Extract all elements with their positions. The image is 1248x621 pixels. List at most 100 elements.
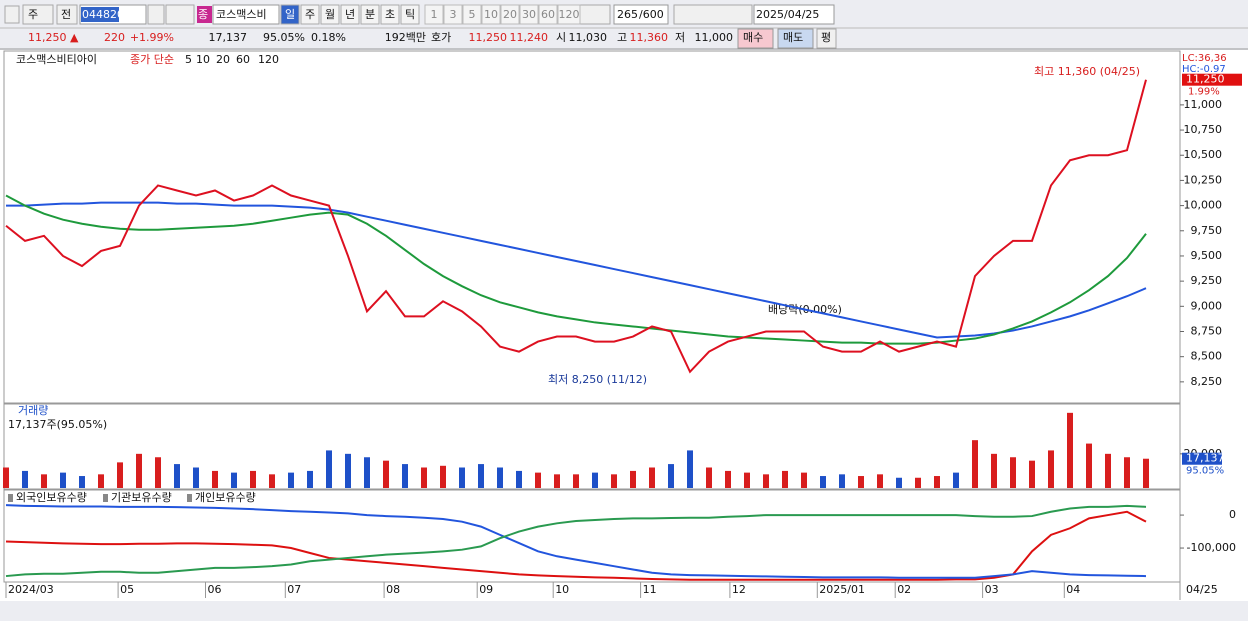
last-date: 04/25 xyxy=(1186,583,1218,596)
minute-button[interactable] xyxy=(424,4,444,25)
volume-bar xyxy=(706,467,712,488)
unit-label: 분 xyxy=(365,8,375,21)
volume-bar xyxy=(801,472,807,488)
volume-title: 거래량 xyxy=(18,404,48,417)
series-line xyxy=(6,201,1147,339)
name-icon: 종 xyxy=(198,8,208,21)
series-line xyxy=(5,504,1147,579)
volume-bar xyxy=(858,476,864,488)
unit-button[interactable] xyxy=(340,4,360,25)
scrollbar[interactable] xyxy=(0,601,1248,621)
avg: 평 xyxy=(821,31,831,44)
minute-button[interactable] xyxy=(443,4,463,25)
volume-bar xyxy=(98,474,104,488)
volume-bar xyxy=(915,477,921,488)
y-tick-label: 11,000 xyxy=(1184,98,1223,111)
unit-button[interactable] xyxy=(320,4,340,25)
ask: 11,250 xyxy=(469,31,508,44)
prev-button[interactable] xyxy=(56,4,78,25)
volume-bar xyxy=(687,450,693,488)
x-tick-label: 2024/03 xyxy=(8,583,54,596)
tool-buttons[interactable] xyxy=(673,4,753,25)
unit-label: 틱 xyxy=(405,8,415,21)
minute-label: 20 xyxy=(503,8,517,21)
volume-bar xyxy=(953,472,959,488)
sell-button[interactable] xyxy=(777,28,814,49)
unit-button[interactable] xyxy=(300,4,320,25)
sound-button[interactable] xyxy=(165,4,195,25)
menu-button[interactable] xyxy=(4,5,20,24)
legend-entry: 120 xyxy=(258,53,279,66)
volume-bar xyxy=(79,476,85,488)
volume-bar xyxy=(1105,453,1111,488)
volume-bar xyxy=(592,472,598,488)
open: 11,030 xyxy=(569,31,608,44)
volume-bar xyxy=(1010,457,1016,488)
unit-button[interactable] xyxy=(380,4,400,25)
legend-entry: 10 xyxy=(196,53,210,66)
volume-bar xyxy=(307,470,313,488)
unit-label: 초 xyxy=(385,8,395,21)
volume-bar xyxy=(3,467,9,488)
quote-label: 호가 xyxy=(431,31,451,44)
minute-button[interactable] xyxy=(519,4,539,25)
volume-bar xyxy=(744,472,750,488)
unit-button[interactable] xyxy=(400,4,420,25)
volume-bar xyxy=(535,472,541,488)
legend-entry: 개인보유수량 xyxy=(195,491,256,504)
unit-button[interactable] xyxy=(360,4,380,25)
x-tick-label: 06 xyxy=(208,583,222,596)
price-tag-label: 11,250 xyxy=(1186,73,1225,86)
lc: LC:36,36 xyxy=(1182,53,1227,64)
minute-button[interactable] xyxy=(462,4,482,25)
volume-bar xyxy=(231,472,237,488)
hc: HC:-0.97 xyxy=(1182,64,1226,75)
y-tick-label: 9,500 xyxy=(1191,249,1223,262)
volume-bar xyxy=(402,464,408,488)
minute-label: 10 xyxy=(484,8,498,21)
selection xyxy=(81,7,119,22)
volume-tag-rate: 95.05% xyxy=(1186,466,1224,477)
volume-bar xyxy=(174,464,180,488)
volume-bar xyxy=(421,467,427,488)
volume-bar xyxy=(269,474,275,488)
sell: 매도 xyxy=(783,31,803,44)
name-icon-bg xyxy=(197,6,212,23)
minute-label: 1 xyxy=(431,8,438,21)
series-line xyxy=(5,510,1147,581)
x-tick-label: 09 xyxy=(479,583,493,596)
avg-button[interactable] xyxy=(816,28,837,49)
date: 2025/04/25 xyxy=(756,8,819,21)
x-tick-label: 10 xyxy=(555,583,569,596)
volume-bar xyxy=(1086,443,1092,488)
x-tick-label: 04 xyxy=(1066,583,1080,596)
volume-bar xyxy=(611,474,617,488)
volume-bar xyxy=(41,474,47,488)
y-tick-label: 10,250 xyxy=(1184,173,1223,186)
minute-button[interactable] xyxy=(557,4,581,25)
price-tag-rate: 1.99% xyxy=(1188,87,1220,98)
date-box[interactable] xyxy=(753,4,835,25)
period-select[interactable] xyxy=(22,4,54,25)
legend-swatch xyxy=(8,494,13,502)
y-tick-label: 10,750 xyxy=(1184,123,1223,136)
minute-button[interactable] xyxy=(538,4,558,25)
high: 11,360 xyxy=(630,31,669,44)
minute-button[interactable] xyxy=(500,4,520,25)
unit-button[interactable] xyxy=(280,4,300,25)
unit-label: 년 xyxy=(345,8,355,21)
prev: 전 xyxy=(61,8,71,21)
amount: 192백만 xyxy=(385,31,426,44)
volume: 17,137 xyxy=(209,31,248,44)
minute-button[interactable] xyxy=(481,4,501,25)
volume-bar xyxy=(288,472,294,488)
volume-tag-label: 17,137 xyxy=(1186,452,1225,465)
rate: +1.99% xyxy=(130,31,174,44)
buy-button[interactable] xyxy=(737,28,774,49)
volume-bar xyxy=(1143,458,1149,488)
low-annotation: 최저 8,250 (11/12) xyxy=(548,373,647,386)
search-button[interactable] xyxy=(147,4,165,25)
x-tick-label: 2025/01 xyxy=(819,583,865,596)
count-box[interactable] xyxy=(613,4,669,25)
